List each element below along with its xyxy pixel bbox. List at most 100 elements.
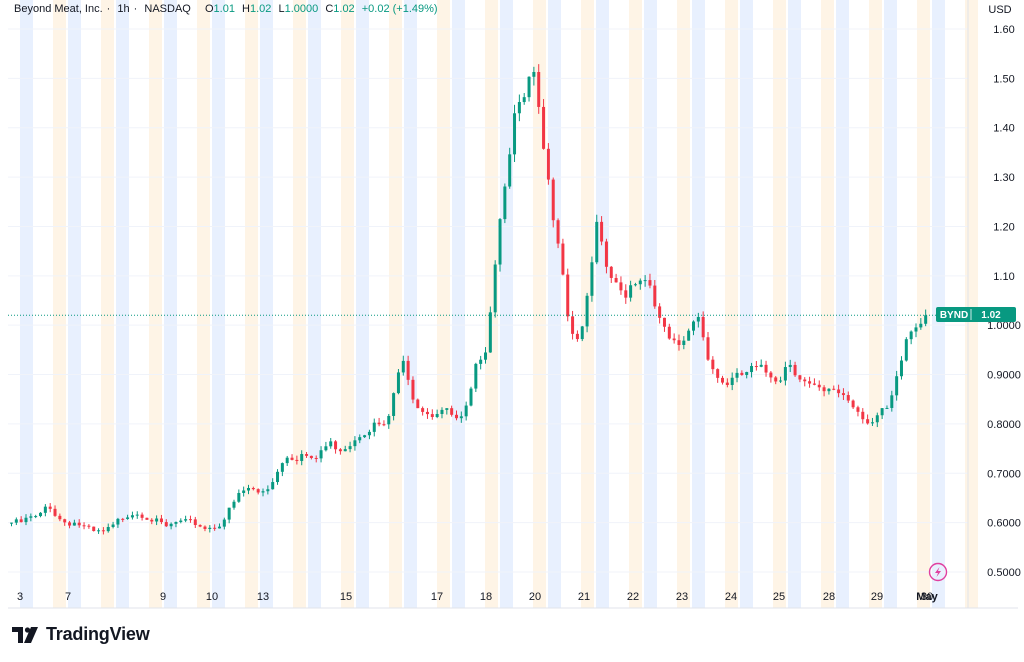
tradingview-logo[interactable]: TradingView [12, 624, 150, 645]
candle-body [155, 518, 159, 522]
candle-body [222, 519, 226, 527]
postmarket-band [533, 0, 546, 608]
close-label: C [325, 3, 334, 15]
candle-body [788, 364, 792, 368]
candle-body [585, 295, 589, 327]
candle-body [750, 366, 754, 373]
candle-body [517, 102, 521, 114]
candle-body [508, 154, 512, 187]
candle-body [527, 76, 531, 98]
interval-label[interactable]: 1h [117, 3, 130, 15]
price-tick-label: 1.50 [993, 73, 1014, 85]
candle-body [285, 457, 289, 464]
candle-body [691, 321, 695, 331]
candle-body [227, 507, 231, 520]
candle-body [348, 446, 352, 450]
postmarket-band [101, 0, 114, 608]
candle-body [416, 399, 420, 409]
premarket-band [740, 0, 753, 608]
candle-body [290, 457, 294, 460]
time-tick-label: 7 [65, 591, 71, 603]
candle-body [372, 422, 376, 432]
change-value: +0.02 (+1.49%) [361, 3, 438, 15]
premarket-band [500, 0, 513, 608]
candle-body [619, 282, 623, 291]
premarket-band [884, 0, 897, 608]
candle-body [866, 419, 870, 424]
candle-body [890, 395, 894, 408]
candle-body [126, 517, 130, 519]
premarket-band [68, 0, 81, 608]
postmarket-band [149, 0, 162, 608]
candle-body [648, 280, 652, 286]
time-tick-label: 15 [340, 591, 352, 603]
candle-body [561, 243, 565, 275]
candle-body [121, 518, 125, 520]
candle-body [537, 71, 541, 107]
candle-body [774, 377, 778, 382]
candle-body [624, 290, 628, 298]
premarket-band [548, 0, 561, 608]
candle-body [841, 393, 845, 396]
candle-body [759, 364, 763, 367]
candle-body [319, 450, 323, 459]
price-tick-label: 0.8000 [987, 419, 1021, 431]
candle-body [97, 530, 101, 532]
candle-body [48, 506, 52, 509]
candle-body [77, 522, 81, 526]
candle-body [740, 372, 744, 375]
candle-body [193, 519, 197, 526]
tradingview-logo-icon [12, 626, 38, 643]
candle-body [53, 508, 57, 516]
candle-body [19, 519, 23, 523]
candle-body [503, 186, 507, 220]
candle-body [721, 377, 725, 383]
time-tick-label: 23 [676, 591, 688, 603]
time-tick-label: 22 [627, 591, 639, 603]
candle-body [198, 525, 202, 527]
candle-body [145, 517, 149, 520]
postmarket-band [485, 0, 498, 608]
price-tag-ticker: BYND [940, 310, 968, 321]
postmarket-band [917, 0, 930, 608]
time-tick-label: 21 [578, 591, 590, 603]
candle-body [484, 352, 488, 360]
lightning-icon[interactable] [928, 562, 948, 582]
candle-body [909, 331, 913, 340]
candle-body [769, 372, 773, 378]
postmarket-band [965, 0, 978, 608]
time-tick-label: 18 [480, 591, 492, 603]
candle-body [324, 446, 328, 451]
candle-body [237, 492, 241, 502]
candle-body [430, 414, 434, 417]
candle-body [459, 416, 463, 419]
candle-body [24, 517, 28, 523]
candle-body [450, 408, 454, 415]
candle-body [135, 514, 139, 516]
price-axis[interactable]: 0.5000 0.6000 0.7000 0.8000 0.9000 1.0000 1.10… [987, 24, 1021, 579]
candle-body [10, 522, 13, 524]
symbol-name[interactable]: Beyond Meat, Inc. [14, 3, 103, 15]
premarket-band [212, 0, 225, 608]
candle-body [295, 459, 299, 461]
candle-body [261, 491, 265, 493]
time-tick-label: May [916, 591, 938, 603]
price-tick-label: 1.40 [993, 123, 1014, 135]
candle-body [600, 221, 604, 242]
candle-body [880, 408, 884, 416]
candle-body [43, 506, 47, 513]
candle-body [667, 326, 671, 339]
candle-body [798, 375, 802, 380]
open-value: 1.01 [213, 3, 235, 15]
candle-body [63, 519, 67, 523]
candle-body [116, 518, 120, 525]
candle-body [590, 262, 594, 296]
candle-body [309, 455, 313, 458]
candle-body [643, 280, 647, 282]
candle-body [314, 457, 318, 459]
candle-body [29, 516, 33, 518]
candle-body [551, 179, 555, 221]
candle-body [779, 380, 783, 382]
